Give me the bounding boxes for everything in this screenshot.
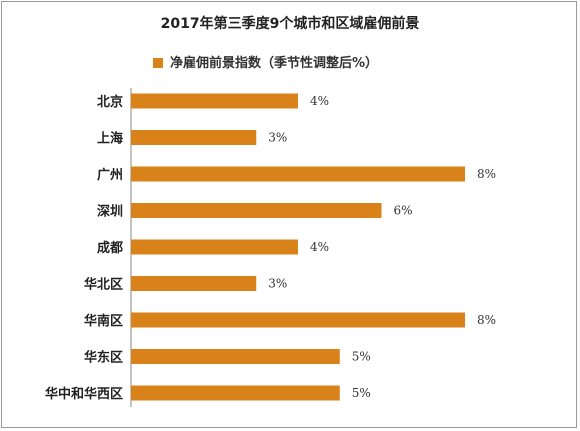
bar bbox=[131, 166, 465, 182]
value-label: 4% bbox=[310, 240, 329, 254]
bar bbox=[131, 276, 257, 291]
category-label: 华中和华西区 bbox=[45, 386, 123, 402]
category-label: 上海 bbox=[97, 131, 123, 147]
bars bbox=[131, 93, 465, 401]
legend-label: 净雇佣前景指数（季节性调整后%） bbox=[170, 55, 378, 71]
legend-swatch bbox=[153, 58, 163, 68]
category-label: 华南区 bbox=[84, 313, 123, 329]
value-label: 6% bbox=[394, 204, 413, 218]
bar bbox=[131, 385, 340, 401]
value-label: 8% bbox=[477, 313, 496, 327]
bar bbox=[131, 130, 257, 145]
category-label: 华东区 bbox=[84, 350, 123, 366]
bar bbox=[131, 239, 298, 255]
value-label: 4% bbox=[310, 94, 329, 108]
bar bbox=[131, 93, 298, 109]
value-label: 3% bbox=[268, 131, 287, 145]
value-label: 8% bbox=[477, 167, 496, 181]
category-label: 华北区 bbox=[84, 277, 123, 293]
bar bbox=[131, 349, 340, 364]
legend: 净雇佣前景指数（季节性调整后%） bbox=[153, 55, 378, 71]
category-label: 广州 bbox=[97, 167, 123, 183]
value-label: 3% bbox=[268, 277, 287, 291]
category-label: 北京 bbox=[97, 94, 123, 110]
value-label: 5% bbox=[352, 386, 371, 400]
bar bbox=[131, 203, 382, 218]
value-label: 5% bbox=[352, 350, 371, 364]
category-label: 成都 bbox=[97, 240, 123, 256]
chart-title: 2017年第三季度9个城市和区域雇佣前景 bbox=[161, 15, 420, 32]
value-labels: 4% 3% 8% 6% 4% 3% 8% 5% 5% bbox=[268, 94, 496, 400]
category-label: 深圳 bbox=[97, 204, 123, 220]
bar bbox=[131, 312, 465, 328]
